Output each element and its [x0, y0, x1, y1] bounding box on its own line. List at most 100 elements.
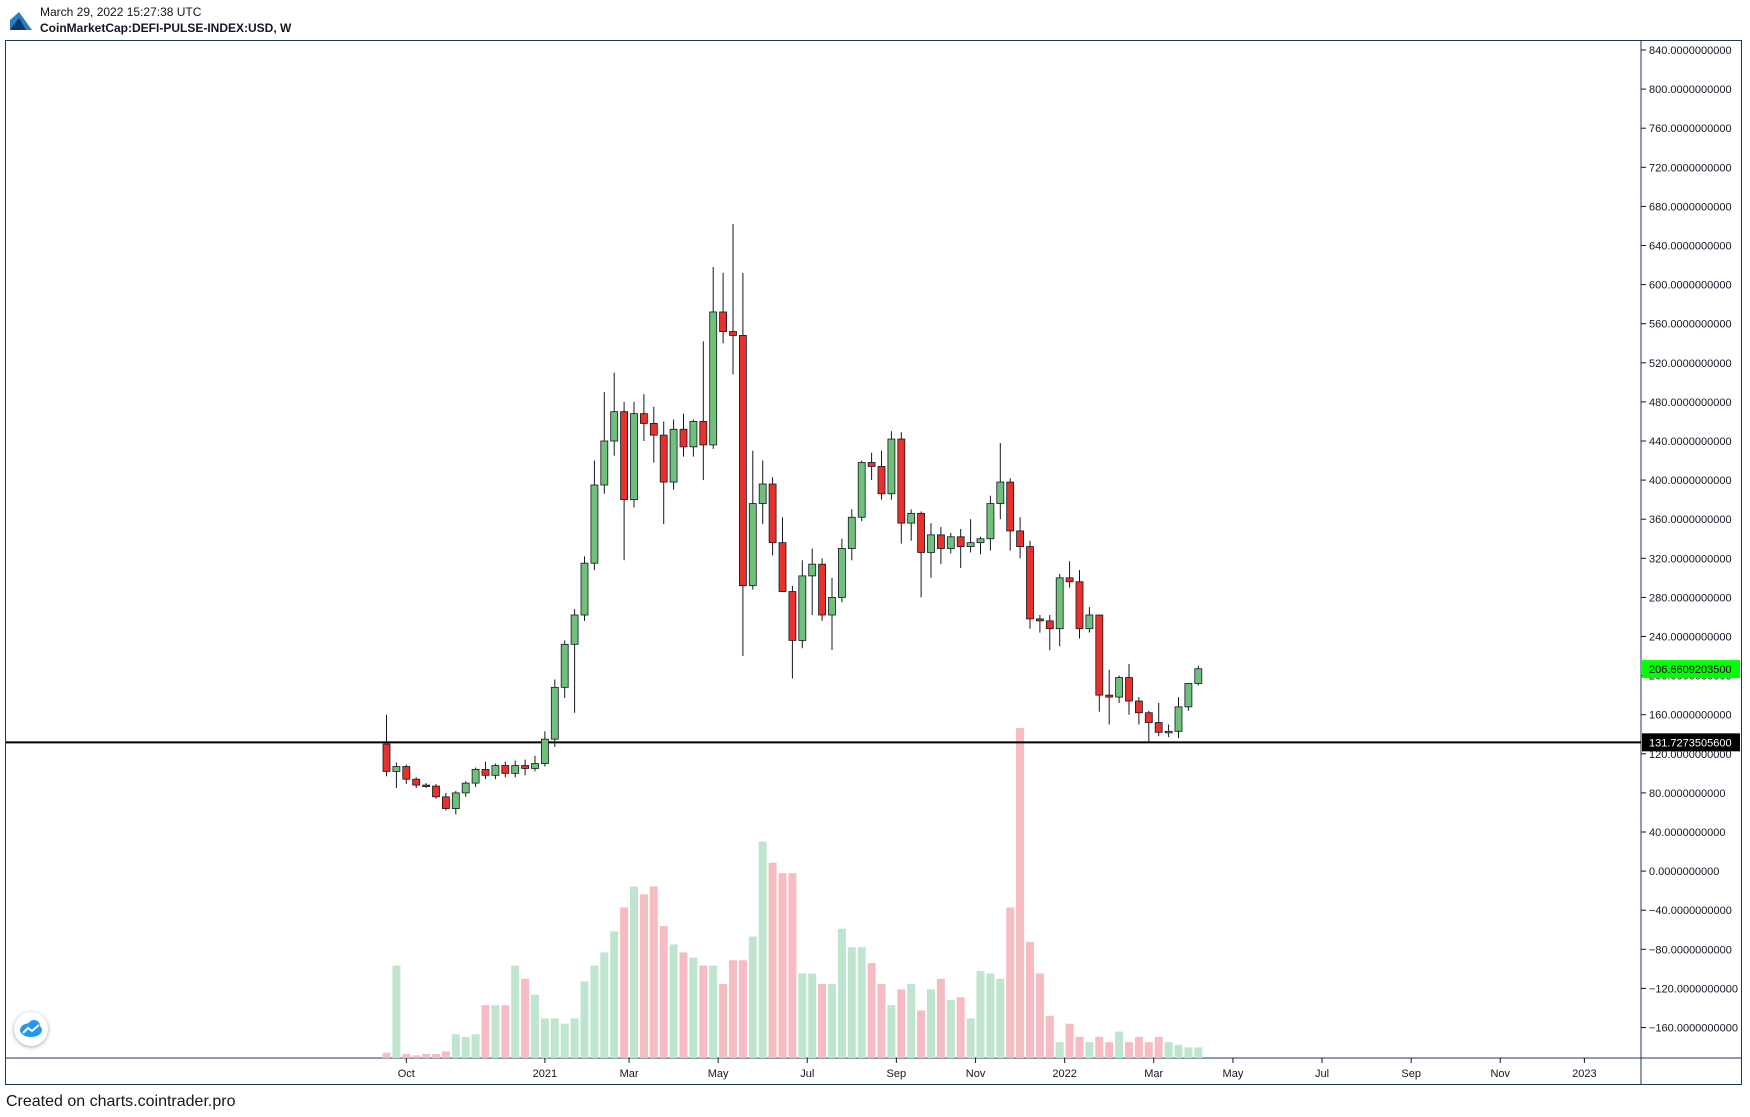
chart-frame[interactable]: [5, 40, 1742, 1085]
x-axis-tick-label: Mar: [1144, 1068, 1163, 1080]
x-axis-tick-label: Jul: [800, 1068, 814, 1080]
volume-bar: [986, 973, 995, 1058]
candle-up: [887, 438, 896, 495]
candle-up: [550, 686, 559, 740]
candle-down: [1026, 546, 1034, 620]
x-axis-tick-label: Oct: [398, 1068, 415, 1080]
y-axis-tick-label: 560.0000000000: [1649, 319, 1732, 331]
candle-down: [788, 591, 797, 641]
volume-bar: [976, 970, 985, 1058]
candle-up: [828, 597, 836, 616]
candle-up: [1055, 577, 1064, 630]
candle-up: [996, 481, 1005, 504]
candle-up: [630, 413, 638, 501]
volume-bar: [580, 981, 589, 1058]
volume-bar: [699, 965, 708, 1058]
candle-down: [818, 563, 826, 616]
candle-down: [1016, 530, 1024, 547]
y-axis-tick-label: 160.0000000000: [1649, 710, 1732, 722]
candle-down: [640, 413, 648, 424]
candle-up: [927, 534, 935, 553]
last-price-label-bg: [1642, 660, 1740, 679]
tradingview-badge[interactable]: [14, 1012, 48, 1046]
volume-bar: [669, 944, 678, 1058]
y-axis-tick-label: 720.0000000000: [1649, 162, 1732, 174]
volume-bar: [570, 1018, 579, 1058]
volume-bar: [927, 989, 935, 1058]
candle-up: [857, 462, 866, 518]
volume-bar: [1045, 1015, 1054, 1058]
candle-down: [1006, 481, 1015, 532]
volume-bar: [788, 873, 797, 1058]
volume-bar: [540, 1018, 549, 1058]
candle-up: [1194, 668, 1203, 684]
candle-down: [917, 512, 925, 553]
x-axis-tick-label: 2022: [1052, 1068, 1076, 1080]
candle-down: [481, 769, 490, 776]
candle-up: [610, 411, 619, 442]
volume-bar: [1174, 1044, 1183, 1058]
volume-bar: [441, 1051, 450, 1058]
volume-bar: [451, 1034, 460, 1058]
symbol-title: CoinMarketCap:DEFI-PULSE-INDEX:USD, W: [40, 21, 292, 35]
volume-bar: [729, 960, 737, 1058]
y-axis-tick-label: 240.0000000000: [1649, 632, 1732, 644]
y-axis-tick-label: 640.0000000000: [1649, 241, 1732, 253]
volume-bar: [531, 994, 539, 1058]
candle-up: [808, 563, 817, 577]
candle-up: [600, 440, 609, 486]
volume-bar: [887, 1005, 896, 1058]
volume-bar: [798, 973, 807, 1058]
volume-bar: [1134, 1036, 1143, 1058]
volume-bar: [818, 984, 827, 1058]
candle-up: [669, 428, 678, 483]
volume-bar: [828, 984, 836, 1058]
candle-down: [699, 421, 708, 446]
y-axis-tick-label: 760.0000000000: [1649, 123, 1732, 135]
x-axis-tick-label: May: [708, 1068, 729, 1080]
candle-down: [778, 542, 787, 592]
candle-down: [1075, 581, 1084, 630]
candle-down: [521, 765, 529, 769]
candle-up: [1174, 706, 1183, 732]
candle-down: [382, 743, 391, 772]
volume-bar: [600, 952, 609, 1058]
volume-bar: [1026, 941, 1034, 1058]
volume-bar: [966, 1018, 975, 1058]
candle-up: [570, 614, 579, 645]
candle-up: [511, 765, 520, 774]
y-axis-tick-label: 80.0000000000: [1649, 788, 1725, 800]
candle-down: [620, 411, 628, 501]
y-axis-tick-label: 800.0000000000: [1649, 84, 1732, 96]
volume-bar: [392, 965, 401, 1058]
cointrader-logo-icon: [10, 12, 32, 30]
volume-bar: [1035, 973, 1044, 1058]
chart-header: March 29, 2022 15:27:38 UTC CoinMarketCa…: [0, 0, 1750, 40]
candle-up: [798, 575, 807, 641]
volume-bar: [1115, 1031, 1124, 1058]
volume-bar: [1144, 1042, 1153, 1058]
x-axis-tick-label: Sep: [887, 1068, 907, 1080]
y-axis-tick-label: 0.0000000000: [1649, 866, 1719, 878]
volume-bar: [491, 1005, 500, 1058]
volume-bar: [1194, 1047, 1203, 1058]
candle-up: [946, 536, 955, 549]
y-axis-tick-label: 40.0000000000: [1649, 827, 1725, 839]
candle-up: [966, 542, 975, 547]
volume-bar: [471, 1034, 480, 1058]
volume-bar: [432, 1054, 440, 1058]
y-axis-tick-label: 480.0000000000: [1649, 397, 1732, 409]
volume-bar: [1125, 1042, 1133, 1058]
volume-bar: [917, 1010, 926, 1058]
volume-bar: [511, 965, 520, 1058]
volume-bar: [946, 999, 955, 1058]
volume-bar: [1184, 1047, 1193, 1058]
y-axis-tick-label: 400.0000000000: [1649, 475, 1732, 487]
volume-bar: [1085, 1042, 1094, 1058]
x-axis-tick-label: Mar: [620, 1068, 639, 1080]
y-axis-tick-label: 600.0000000000: [1649, 280, 1732, 292]
level-price-label-bg: [1642, 733, 1740, 752]
y-axis-tick-label: −40.0000000000: [1649, 905, 1732, 917]
candle-down: [867, 462, 876, 467]
